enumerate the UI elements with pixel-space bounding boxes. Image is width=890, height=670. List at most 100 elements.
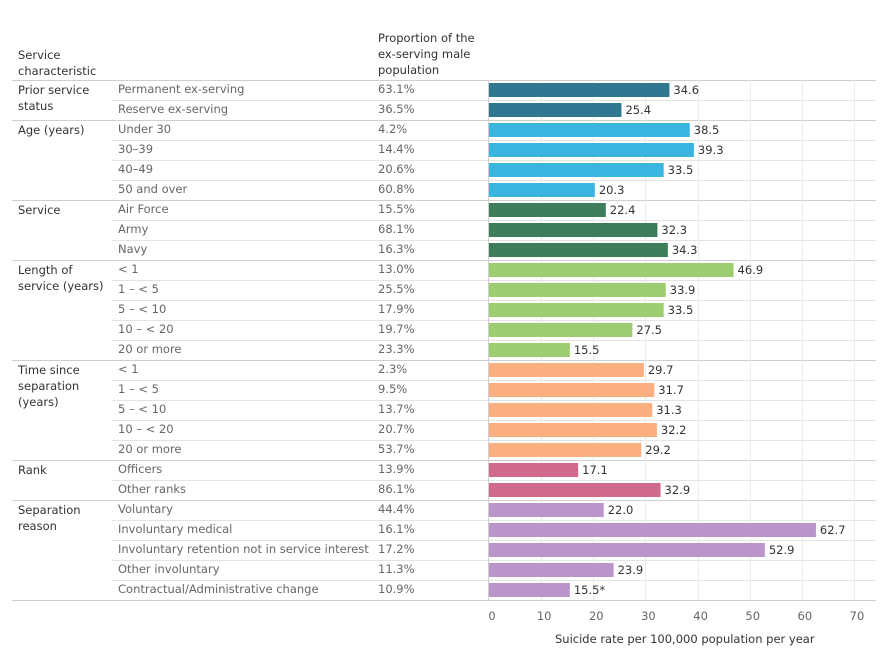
bar-value-label: 32.9 — [665, 483, 691, 497]
row-proportion: 16.1% — [378, 522, 415, 536]
bar-value-label: 62.7 — [820, 523, 846, 537]
bar — [489, 143, 694, 157]
bar-value-label: 25.4 — [625, 103, 651, 117]
bar — [489, 443, 642, 457]
row-divider — [112, 480, 876, 481]
row-label: Reserve ex-serving — [118, 102, 229, 116]
table-row: < 1 13.0% — [12, 260, 876, 280]
header-service-characteristic: Service characteristic — [18, 48, 97, 78]
row-label: Under 30 — [118, 122, 172, 136]
bar-value-label: 38.5 — [694, 123, 720, 137]
row-proportion: 9.5% — [378, 382, 408, 396]
bar-plot-area: 34.6 25.4 38.5 39.3 33.5 20.3 22.4 32.3 34.3 46.9… — [489, 80, 876, 623]
row-label: < 1 — [118, 262, 139, 276]
row-proportion: 86.1% — [378, 482, 415, 496]
bar — [489, 463, 579, 477]
row-proportion: 13.9% — [378, 462, 415, 476]
group-label: Age (years) — [18, 123, 85, 137]
row-divider — [112, 440, 876, 441]
table-row: Other involuntary 11.3% — [12, 560, 876, 580]
bar-value-label: 32.2 — [661, 423, 687, 437]
bar — [489, 223, 658, 237]
row-divider — [112, 560, 876, 561]
table-row: 10 – < 20 20.7% — [12, 420, 876, 440]
row-label: 20 or more — [118, 442, 182, 456]
bar — [489, 103, 622, 117]
bar — [489, 543, 765, 557]
bar — [489, 303, 664, 317]
row-proportion: 68.1% — [378, 222, 415, 236]
x-tick-label: 0 — [489, 609, 496, 623]
row-divider — [112, 340, 876, 341]
x-tick-label: 60 — [798, 609, 813, 623]
x-tick-label: 20 — [589, 609, 604, 623]
bar — [489, 163, 664, 177]
row-proportion: 11.3% — [378, 562, 415, 576]
row-label: Contractual/Administrative change — [118, 582, 319, 596]
row-proportion: 25.5% — [378, 282, 415, 296]
group-divider — [12, 260, 876, 261]
x-tick-label: 10 — [537, 609, 552, 623]
bar — [489, 283, 666, 297]
group-divider — [12, 460, 876, 461]
bar-value-label: 17.1 — [582, 463, 608, 477]
group-label: Rank — [18, 463, 47, 477]
row-divider — [112, 160, 876, 161]
row-label: 30–39 — [118, 142, 154, 156]
bar-value-label: 15.5 — [574, 343, 600, 357]
table-row: 50 and over 60.8% — [12, 180, 876, 200]
row-divider — [112, 100, 876, 101]
bar-value-label: 52.9 — [769, 543, 795, 557]
bar-value-label: 23.9 — [618, 563, 644, 577]
bar — [489, 203, 606, 217]
row-label: Permanent ex-serving — [118, 82, 245, 96]
bar-value-label: 31.3 — [656, 403, 682, 417]
row-label: Navy — [118, 242, 148, 256]
row-divider — [112, 280, 876, 281]
row-proportion: 19.7% — [378, 322, 415, 336]
group-divider — [12, 500, 876, 501]
table-row: Navy 16.3% — [12, 240, 876, 260]
bar — [489, 243, 668, 257]
table-row: Officers 13.9% — [12, 460, 876, 480]
row-label: < 1 — [118, 362, 139, 376]
bar-value-label: 34.6 — [673, 83, 699, 97]
bar — [489, 423, 657, 437]
bar — [489, 503, 604, 517]
row-label: Air Force — [118, 202, 169, 216]
x-axis-title: Suicide rate per 100,000 population per … — [555, 632, 815, 646]
row-label: 1 – < 5 — [118, 382, 159, 396]
row-label: Other involuntary — [118, 562, 220, 576]
table-row: Air Force 15.5% — [12, 200, 876, 220]
table-row: 40–49 20.6% — [12, 160, 876, 180]
row-label: 20 or more — [118, 342, 182, 356]
table-row: Permanent ex-serving 63.1% — [12, 80, 876, 100]
row-label: Army — [118, 222, 149, 236]
bar-value-label: 20.3 — [599, 183, 625, 197]
bar — [489, 183, 595, 197]
x-tick-label: 40 — [693, 609, 708, 623]
bar — [489, 323, 633, 337]
row-divider — [112, 180, 876, 181]
group-divider — [12, 80, 876, 81]
row-proportion: 2.3% — [378, 362, 408, 376]
row-divider — [112, 400, 876, 401]
table-row: < 1 2.3% — [12, 360, 876, 380]
x-tick-label: 50 — [745, 609, 760, 623]
bar — [489, 343, 570, 357]
row-proportion: 44.4% — [378, 502, 415, 516]
table-row: Under 30 4.2% — [12, 120, 876, 140]
bar-value-label: 31.7 — [658, 383, 684, 397]
row-label: 5 – < 10 — [118, 302, 167, 316]
row-label: 1 – < 5 — [118, 282, 159, 296]
table-row: 20 or more 53.7% — [12, 440, 876, 460]
bar — [489, 563, 614, 577]
row-proportion: 14.4% — [378, 142, 415, 156]
row-divider — [112, 300, 876, 301]
group-label: Prior service status — [18, 83, 90, 113]
row-divider — [112, 240, 876, 241]
group-divider — [12, 360, 876, 361]
row-label: Involuntary medical — [118, 522, 233, 536]
bar-value-label: 22.0 — [608, 503, 634, 517]
bar-value-label: 27.5 — [636, 323, 662, 337]
